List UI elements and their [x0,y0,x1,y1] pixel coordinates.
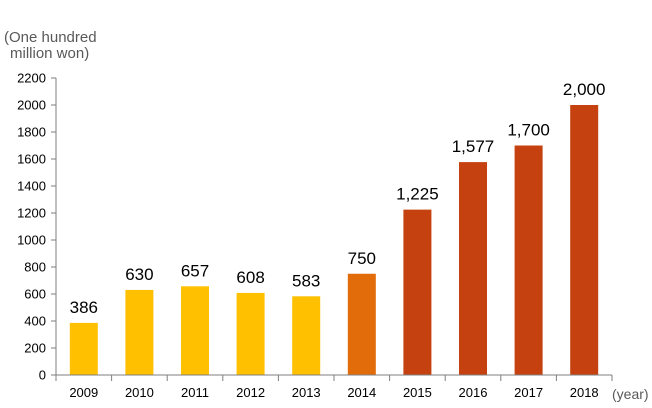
x-tick-label-2014: 2014 [347,385,376,400]
bars-group: 386 630 657 608 583 750 1,225 1,577 1,700 2,000 [69,80,606,375]
x-tick-label-2011: 2011 [181,385,209,400]
y-axis: 0 200 400 600 800 1000 1200 1400 1600 1800 2000 220… [17,71,57,383]
data-label-2011: 657 [181,261,209,280]
data-label-2013: 583 [292,271,320,290]
x-tick-label-2012: 2012 [236,385,265,400]
y-tick-label: 1000 [17,233,46,248]
y-tick-label: 2000 [17,98,46,113]
y-tick-label: 2200 [17,71,46,86]
data-label-2017: 1,700 [507,121,550,140]
x-tick-label-2009: 2009 [69,385,98,400]
x-axis-unit-label: (year) [612,386,649,402]
y-axis-label-line-1: (One hundred [4,29,97,46]
y-tick-label: 200 [24,341,46,356]
y-tick-label: 600 [24,287,46,302]
data-label-2018: 2,000 [563,80,606,99]
y-axis-label-line-2: million won) [10,45,89,62]
bar-2014 [347,273,376,375]
data-label-2014: 750 [348,249,376,268]
bar-2016 [459,162,487,375]
data-label-2010: 630 [125,265,153,284]
y-tick-label: 0 [39,368,46,383]
bar-2011 [181,286,209,375]
data-label-2012: 608 [236,268,264,287]
data-label-2016: 1,577 [452,137,495,156]
x-tick-label-2018: 2018 [570,385,599,400]
bar-2012 [236,292,265,375]
bar-2010 [125,289,154,375]
data-label-2009: 386 [70,298,98,317]
x-tick-label-2010: 2010 [125,385,154,400]
x-tick-label-2016: 2016 [459,385,488,400]
x-tick-label-2013: 2013 [292,385,321,400]
y-tick-label: 400 [24,314,46,329]
bar-2015 [403,209,432,375]
bar-2013 [292,296,321,375]
bar-2009 [69,322,98,375]
y-tick-label: 1800 [17,125,46,140]
bar-2017 [514,145,543,375]
x-axis: 2009 2010 2011 2012 2013 2014 2015 2016 2017 2018 [55,374,613,400]
data-label-2015: 1,225 [396,185,439,204]
y-tick-label: 1600 [17,152,46,167]
y-tick-label: 800 [24,260,46,275]
y-tick-label: 1200 [17,206,46,221]
bar-2018 [570,105,599,375]
x-tick-label-2015: 2015 [403,385,432,400]
x-tick-label-2017: 2017 [514,385,543,400]
y-tick-label: 1400 [17,179,46,194]
